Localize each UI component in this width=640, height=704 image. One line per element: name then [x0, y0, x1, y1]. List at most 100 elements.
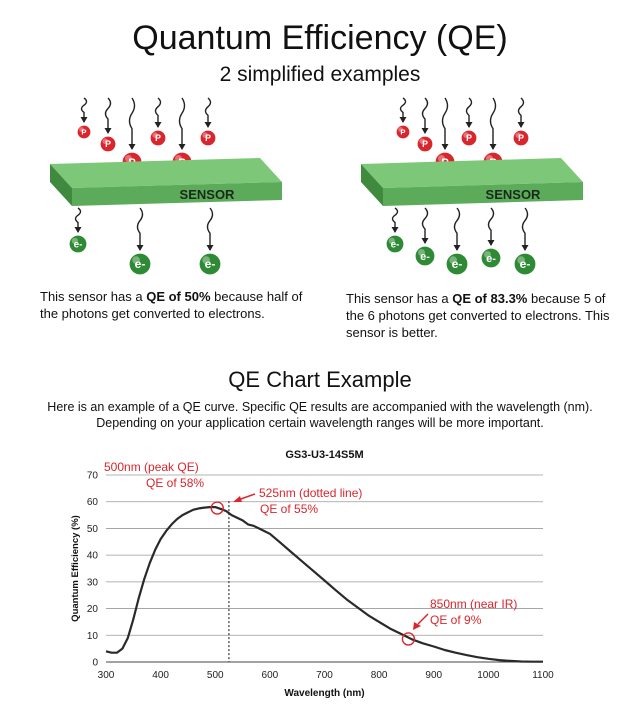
electron-icon: e-	[414, 245, 436, 267]
annotation-dotted-line2: QE of 55%	[260, 502, 318, 516]
page-title: Quantum Efficiency (QE)	[132, 19, 508, 57]
photon-icon: P	[395, 124, 411, 140]
photon-arrow	[421, 97, 429, 134]
electron-icon: e-	[513, 252, 537, 276]
example1-caption-bold: QE of 50%	[146, 289, 211, 304]
sensor-label: SENSOR	[486, 187, 542, 202]
svg-text:e-: e-	[486, 253, 496, 265]
svg-text:P: P	[81, 128, 86, 137]
svg-text:P: P	[400, 128, 405, 137]
electron-icon: e-	[445, 252, 469, 276]
electron-icon: e-	[385, 234, 405, 254]
photon-icon: P	[512, 129, 530, 147]
y-tick-label: 10	[87, 631, 99, 642]
electron-arrow	[521, 207, 529, 251]
electron-arrow	[391, 207, 399, 233]
example2-caption-bold: QE of 83.3%	[452, 291, 528, 306]
photon-arrow	[204, 97, 212, 128]
sensor-slab: SENSOR	[361, 158, 583, 206]
photon-arrow	[178, 97, 186, 150]
y-tick-label: 50	[87, 524, 99, 535]
photon-arrow	[80, 97, 88, 123]
example2-caption-pre: This sensor has a	[346, 291, 453, 306]
annotation-peak-line2: QE of 58%	[146, 476, 204, 490]
photon-icon: P	[416, 135, 434, 153]
photon-arrow	[154, 97, 162, 128]
x-tick-label: 800	[371, 670, 388, 681]
photon-icon: P	[76, 124, 92, 140]
near-ir-marker	[401, 632, 416, 646]
svg-text:e-: e-	[74, 239, 83, 250]
electron-icon: e-	[198, 252, 222, 276]
electron-arrow	[421, 207, 429, 244]
electron-icon: e-	[68, 234, 88, 254]
electron-arrow	[206, 207, 214, 251]
x-tick-label: 600	[262, 670, 279, 681]
photon-icon: P	[149, 129, 167, 147]
x-tick-label: 1000	[477, 670, 500, 681]
peak-marker	[210, 501, 224, 515]
sensor-slab: SENSOR	[50, 158, 282, 206]
example1-caption-post: because half of the photons get converte…	[40, 289, 303, 321]
photon-icon: P	[460, 129, 478, 147]
photon-arrow	[104, 97, 112, 134]
svg-text:e-: e-	[205, 257, 216, 271]
sensor-label: SENSOR	[180, 187, 236, 202]
y-tick-label: 40	[87, 551, 99, 562]
svg-text:P: P	[155, 133, 161, 143]
example2-caption: This sensor has a QE of 83.3% because 5 …	[346, 290, 626, 341]
qe-curve	[105, 506, 543, 663]
annotation-arrow	[417, 613, 429, 625]
x-axis-label: Wavelength (nm)	[284, 688, 364, 699]
description-line-2: Depending on your application certain wa…	[96, 416, 544, 430]
y-tick-label: 0	[92, 658, 98, 669]
svg-text:P: P	[466, 133, 472, 143]
svg-text:P: P	[518, 133, 524, 143]
y-tick-label: 70	[87, 471, 99, 482]
electron-arrow	[487, 207, 495, 246]
photon-icon: P	[99, 135, 117, 153]
x-tick-label: 700	[316, 670, 333, 681]
y-axis-label: Quantum Efficiency (%)	[70, 515, 81, 622]
electron-arrow	[136, 207, 144, 251]
svg-text:e-: e-	[391, 239, 400, 250]
annotation-nearir-line2: QE of 9%	[430, 613, 482, 627]
chart-title: GS3-U3-14S5M	[285, 449, 363, 461]
svg-text:P: P	[105, 139, 111, 149]
annotation-dotted-line1: 525nm (dotted line)	[259, 486, 362, 500]
photon-arrow	[489, 97, 497, 150]
svg-text:P: P	[422, 139, 428, 149]
photon-arrow	[465, 97, 473, 128]
example1-caption: This sensor has a QE of 50% because half…	[40, 288, 305, 322]
x-tick-label: 400	[152, 670, 169, 681]
svg-text:e-: e-	[135, 257, 146, 271]
electron-icon: e-	[128, 252, 152, 276]
annotation-nearir-line1: 850nm (near IR)	[430, 597, 517, 611]
example1-diagram: PPPPPPSENSORe-e-e-	[50, 97, 282, 276]
svg-text:e-: e-	[452, 257, 463, 271]
electron-arrow	[74, 207, 82, 233]
example2-caption-post: because 5 of the 6 photons get converted…	[346, 291, 610, 340]
photon-arrow	[441, 97, 449, 150]
electron-arrow	[453, 207, 461, 251]
section-description: Here is an example of a QE curve. Specif…	[0, 399, 640, 431]
x-tick-label: 1100	[532, 670, 554, 681]
page-subtitle: 2 simplified examples	[219, 63, 421, 86]
photon-arrow	[399, 97, 407, 123]
example2-diagram: PPPPPPSENSORe-e-e-e-e-	[361, 97, 583, 276]
description-line-1: Here is an example of a QE curve. Specif…	[47, 400, 593, 414]
qe-chart: GS3-U3-14S5M 0 10 20 30 40 50 60 70 300 400 500 600 7…	[70, 449, 554, 699]
svg-text:e-: e-	[420, 251, 430, 263]
example1-caption-pre: This sensor has a	[40, 289, 147, 304]
electron-icon: e-	[480, 247, 502, 269]
y-tick-label: 20	[87, 604, 99, 615]
y-tick-label: 30	[87, 577, 99, 588]
photon-icon: P	[199, 129, 217, 147]
annotation-peak-line1: 500nm (peak QE)	[104, 460, 199, 474]
x-tick-label: 500	[207, 670, 224, 681]
x-tick-label: 300	[98, 670, 115, 681]
svg-text:P: P	[205, 133, 211, 143]
photon-arrow	[517, 97, 525, 128]
y-tick-label: 60	[87, 497, 99, 508]
section-heading: QE Chart Example	[228, 367, 412, 392]
